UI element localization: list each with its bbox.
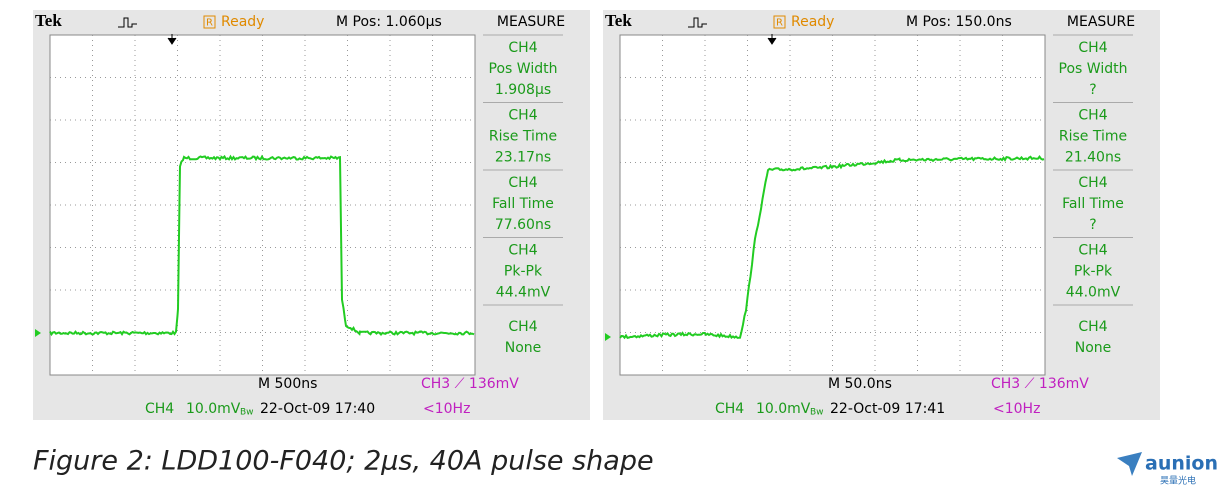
measurement: Rise Time [489,129,557,145]
bandwidth: Bw [810,408,824,418]
frequency: <10Hz [993,401,1040,417]
measurement: Fall Time [1062,196,1124,212]
measurement: CH4 [508,40,537,56]
measurement: 21.40ns [1065,150,1121,166]
brand: Tek [35,11,62,30]
date: 22-Oct-09 17:40 [260,401,375,417]
logo-icon [1117,452,1142,476]
measurement: CH4 [508,175,537,191]
measurement: CH4 [1078,319,1107,335]
channel: CH4 [145,401,174,417]
measurement: CH4 [1078,243,1107,259]
status-box [773,15,786,29]
scale: 10.0mV [756,401,811,417]
measurement: ? [1089,82,1096,98]
trigger-marker [167,34,177,45]
measurement: CH4 [1078,175,1107,191]
measurement: Pk-Pk [504,264,543,280]
caption: Figure 2: LDD100-F040; 2µs, 40A pulse sh… [33,446,654,477]
channel-marker [605,333,611,341]
measurement: CH4 [1078,108,1107,124]
logo-subtitle: 昊量光电 [1160,475,1196,487]
measurement: 44.0mV [1066,285,1121,301]
measurement: CH4 [508,319,537,335]
trigger-icon [688,17,707,28]
measurement: ? [1089,217,1096,233]
waveform [619,155,1045,340]
status-box-label: R [206,18,213,29]
status: Ready [221,14,264,30]
measurement: None [1075,340,1112,356]
measurement: Pos Width [489,61,558,77]
trigger-setting: CH3 ⟋ 136mV [991,376,1089,392]
logo-name: aunion [1145,453,1218,475]
date: 22-Oct-09 17:41 [830,401,945,417]
status-box [203,15,216,29]
frequency: <10Hz [423,401,470,417]
trigger-setting: CH3 ⟋ 136mV [421,376,519,392]
status: Ready [791,14,834,30]
measurement: Fall Time [492,196,554,212]
channel-marker [35,329,41,337]
measure-title: MEASURE [1067,14,1135,30]
measurement: 44.4mV [496,285,551,301]
scope: Tek R Ready M Pos: 150.0ns MEASURE CH4 Pos Wid… [603,10,1160,420]
trigger-icon [118,17,137,28]
bandwidth: Bw [240,408,254,418]
measurement: 23.17ns [495,150,551,166]
measurement: CH4 [1078,40,1107,56]
measurement: CH4 [508,108,537,124]
measurement: Pos Width [1059,61,1128,77]
logo: aunion 昊量光电 [1117,452,1218,487]
measure-title: MEASURE [497,14,565,30]
timebase: M 50.0ns [828,376,892,392]
scale: 10.0mV [186,401,241,417]
channel: CH4 [715,401,744,417]
trigger-marker [767,34,777,45]
measurement: Rise Time [1059,129,1127,145]
measurement: None [505,340,542,356]
timebase: M 500ns [258,376,317,392]
m-pos: M Pos: 150.0ns [906,14,1012,30]
measurement: Pk-Pk [1074,264,1113,280]
brand: Tek [605,11,632,30]
waveform [49,154,475,337]
status-box-label: R [776,18,783,29]
measurement: CH4 [508,243,537,259]
m-pos: M Pos: 1.060µs [336,14,442,30]
measurement: 77.60ns [495,217,551,233]
scope: Tek R Ready M Pos: 1.060µs MEASURE CH4 Pos Wid… [33,10,590,420]
measurement: 1.908µs [495,82,551,98]
